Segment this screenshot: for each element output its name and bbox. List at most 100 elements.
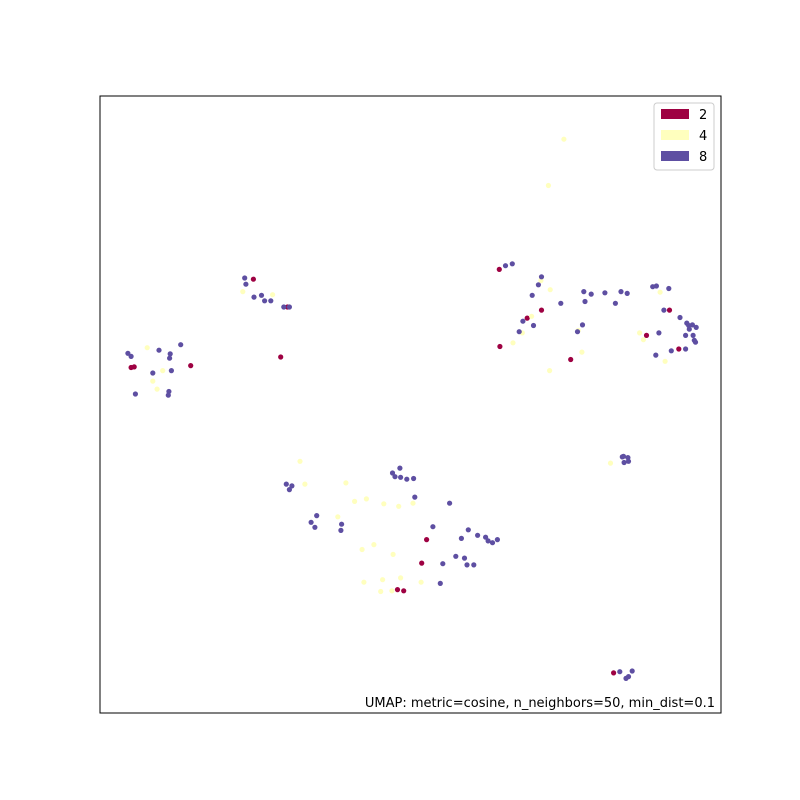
point-label-8 (683, 346, 689, 352)
point-label-8 (286, 304, 292, 310)
point-label-4 (361, 579, 367, 585)
point-label-4 (640, 337, 647, 343)
point-label-8 (286, 487, 292, 493)
point-label-4 (561, 136, 567, 142)
point-label-4 (160, 368, 166, 374)
point-label-2 (394, 587, 401, 593)
scatter-points (125, 136, 699, 682)
legend-label-4: 4 (699, 129, 707, 144)
point-label-8 (471, 562, 477, 568)
point-label-8 (621, 459, 627, 466)
point-label-8 (168, 368, 174, 374)
point-label-8 (125, 350, 131, 356)
point-label-4 (390, 551, 396, 558)
point-label-8 (668, 348, 674, 354)
point-label-8 (283, 481, 289, 487)
point-label-4 (352, 498, 358, 504)
point-label-4 (529, 313, 535, 319)
point-label-8 (453, 553, 459, 559)
legend-swatch-8 (661, 151, 689, 161)
point-label-2 (188, 363, 194, 369)
point-label-2 (666, 307, 673, 313)
point-label-8 (684, 320, 690, 326)
point-label-8 (458, 535, 464, 542)
point-label-8 (128, 353, 134, 359)
point-label-8 (339, 521, 345, 527)
point-label-8 (617, 669, 623, 675)
point-label-4 (607, 460, 614, 466)
point-label-4 (270, 292, 276, 298)
point-label-8 (281, 304, 287, 310)
point-label-8 (516, 329, 522, 335)
point-label-4 (545, 182, 552, 189)
point-label-8 (314, 513, 320, 519)
point-label-4 (150, 378, 156, 384)
point-label-8 (150, 370, 156, 376)
point-label-4 (378, 588, 384, 595)
point-label-2 (250, 276, 256, 282)
point-label-8 (574, 329, 581, 335)
point-label-8 (485, 538, 491, 544)
point-label-8 (437, 580, 443, 587)
point-label-2 (128, 364, 134, 371)
point-label-2 (424, 537, 430, 543)
point-label-8 (520, 318, 526, 324)
legend-swatch-2 (661, 109, 689, 119)
point-label-8 (538, 274, 545, 280)
point-label-4 (343, 480, 349, 486)
point-label-8 (558, 300, 564, 306)
point-label-8 (653, 352, 659, 358)
point-label-8 (475, 532, 481, 538)
point-label-8 (461, 555, 468, 561)
point-label-4 (637, 330, 643, 336)
point-label-8 (243, 281, 249, 287)
point-label-4 (396, 503, 402, 509)
point-label-2 (568, 356, 574, 363)
point-label-8 (132, 391, 138, 397)
point-label-8 (389, 470, 396, 476)
point-label-4 (297, 458, 303, 464)
point-label-2 (524, 315, 530, 321)
point-label-8 (494, 537, 500, 543)
point-label-8 (683, 332, 689, 338)
point-label-8 (464, 562, 470, 568)
point-label-8 (629, 668, 635, 674)
point-label-8 (661, 307, 667, 313)
point-label-8 (392, 474, 398, 480)
point-label-8 (167, 351, 173, 357)
point-label-8 (656, 330, 662, 336)
point-label-2 (643, 332, 650, 338)
point-label-8 (582, 298, 588, 305)
point-label-2 (419, 560, 425, 566)
point-label-8 (650, 284, 656, 290)
point-label-4 (363, 496, 369, 502)
point-label-8 (251, 294, 257, 300)
point-label-8 (666, 285, 672, 292)
point-label-4 (662, 358, 668, 364)
point-label-4 (381, 501, 387, 507)
point-label-4 (380, 577, 386, 583)
point-label-4 (359, 546, 365, 553)
point-label-4 (398, 575, 404, 581)
point-label-4 (657, 289, 663, 295)
point-label-8 (289, 483, 295, 489)
point-label-8 (430, 524, 436, 530)
point-label-8 (242, 275, 248, 281)
point-label-8 (308, 519, 314, 525)
point-label-4 (418, 579, 424, 585)
point-label-4 (510, 340, 516, 346)
point-label-8 (411, 475, 417, 482)
point-label-4 (547, 287, 553, 293)
point-label-8 (692, 339, 699, 345)
point-label-8 (404, 476, 410, 482)
point-label-8 (398, 474, 404, 480)
legend-swatch-4 (661, 130, 689, 140)
point-label-8 (602, 290, 608, 296)
point-label-8 (588, 291, 594, 297)
point-label-4 (579, 349, 585, 355)
point-label-8 (178, 342, 184, 348)
legend-label-8: 8 (699, 150, 707, 165)
point-label-8 (618, 289, 624, 295)
point-label-4 (410, 500, 416, 506)
